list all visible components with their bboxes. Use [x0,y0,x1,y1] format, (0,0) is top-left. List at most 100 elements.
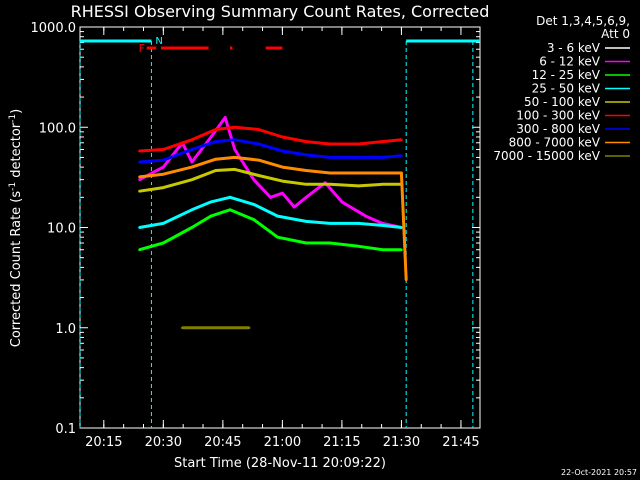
series-point-0 [281,182,284,186]
x-tick-label: 20:30 [145,435,182,450]
series-point-1 [209,135,213,139]
x-tick-labels: 20:15 20:30 20:45 21:00 21:15 21:30 21:45 [85,435,480,450]
series-point-4 [357,184,360,188]
legend-header-line-2: Att 0 [601,27,630,41]
series-point-6 [381,156,384,159]
series-point-5 [281,135,284,139]
series-point-7 [233,156,237,159]
series-point-7 [281,165,284,169]
series-point-4 [138,189,141,193]
legend-entry-label: 300 - 800 keV [516,122,600,136]
series-line-5 [139,125,402,153]
flag-bars: FN [79,36,480,428]
series-point-5 [190,138,194,142]
series-point-1 [252,178,256,181]
series-point-1 [304,196,308,199]
series-point-2 [252,218,256,221]
series-point-1 [269,196,272,199]
legend-entry-label: 6 - 12 keV [539,55,601,69]
series-line-2 [139,208,402,252]
series-point-4 [190,178,194,181]
series-point-3 [228,196,232,199]
series-point-5 [138,149,141,153]
series-point-7 [214,157,218,161]
series-point-7 [404,278,408,282]
x-tick-label: 21:15 [323,435,360,450]
axis-ticks [80,26,480,429]
legend-entry-label: 800 - 7000 keV [509,136,601,150]
series-point-5 [233,125,237,129]
y-axis-label-end: ) [9,109,24,114]
series-line-6 [139,138,402,164]
series-point-4 [233,168,237,171]
series-point-4 [328,182,332,186]
generated-timestamp: 22-Oct-2021 20:57 [561,468,637,477]
y-tick-label: 100.0 [39,121,76,136]
series-point-1 [340,200,344,204]
series-point-6 [162,158,165,162]
series-point-2 [381,248,384,252]
series-point-3 [328,222,332,225]
series-point-1 [292,205,296,209]
series-point-5 [357,142,360,146]
y-tick-label: 1000.0 [31,21,77,36]
series-point-2 [228,208,232,212]
legend-entry-label: 12 - 25 keV [532,68,601,82]
series-point-5 [381,140,384,143]
series-point-8 [247,326,251,330]
series-point-1 [162,165,165,169]
series-point-3 [209,200,213,204]
y-axis-label-sup-1: -1 [8,182,18,191]
series-point-2 [400,248,403,252]
series-point-1 [138,178,141,181]
series-line-4 [139,167,402,193]
series-point-4 [381,182,384,186]
series-point-0 [381,191,384,195]
x-axis-label: Start Time (28-Nov-11 20:09:22) [174,456,386,471]
series-point-3 [357,222,360,225]
series-point-8 [238,326,241,330]
y-axis-label-mid: detector [9,122,24,182]
series-point-0 [214,135,218,139]
y-tick-label: 10.0 [47,222,76,237]
series-point-6 [328,156,332,159]
series-point-7 [381,171,384,175]
series-point-2 [138,248,141,252]
series-point-3 [276,214,279,218]
series-point-4 [162,186,165,189]
series-point-1 [223,116,227,119]
x-tick-label: 20:45 [204,435,241,450]
series-point-4 [281,179,284,183]
y-tick-label: 0.1 [55,422,76,437]
y-axis-label-sup-2: -1 [8,114,18,123]
series-point-2 [276,235,279,239]
x-tick-label: 21:30 [383,435,420,450]
series-point-5 [162,148,165,151]
series-point-0 [138,186,141,189]
series-point-6 [190,148,194,151]
series-point-0 [323,165,327,169]
legend-entry-label: 3 - 6 keV [547,41,601,55]
series-point-3 [162,222,165,225]
series-point-1 [233,148,237,151]
series-point-8 [190,326,194,330]
series-point-2 [357,244,360,248]
x-tick-label: 21:45 [442,435,479,450]
legend-entry-label: 100 - 300 keV [516,109,600,123]
series-point-1 [190,160,194,164]
series-point-5 [400,138,403,142]
x-tick-label: 20:15 [85,435,122,450]
y-axis-label-main: Corrected Count Rate (s [9,191,24,348]
series-point-3 [190,208,194,212]
series-point-0 [262,171,265,175]
series-point-6 [138,160,141,164]
series-point-3 [138,226,141,229]
series-point-5 [304,140,308,143]
series-point-0 [364,188,368,191]
series-point-6 [257,142,260,146]
series-point-3 [381,224,384,227]
series-point-5 [257,128,260,131]
